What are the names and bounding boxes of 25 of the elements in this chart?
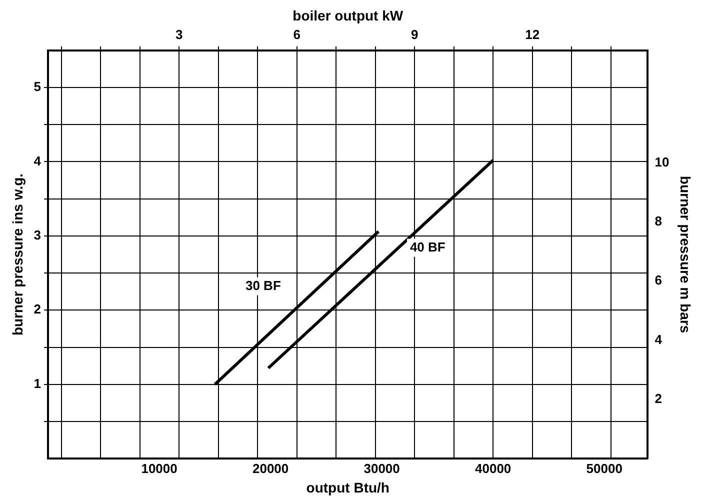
x-axis-title: output Btu/h [306, 479, 390, 496]
y2-tick-label: 6 [654, 272, 662, 288]
series-label: 40 BF [410, 239, 446, 254]
x-tick-label: 50000 [586, 460, 622, 476]
y-tick-label: 2 [34, 302, 42, 317]
x2-tick-label: 3 [176, 27, 183, 42]
y-tick-label: 3 [34, 228, 42, 243]
x-tick-label: 30000 [364, 460, 400, 476]
x2-tick-label: 12 [525, 27, 540, 42]
x2-tick-label: 6 [293, 27, 300, 42]
y-tick-label: 4 [34, 153, 42, 168]
y2-tick-label: 10 [654, 154, 670, 170]
y2-axis-title: burner pressure m bars [678, 176, 694, 334]
x-tick-label: 40000 [475, 460, 512, 476]
series-label: 30 BF [245, 278, 281, 293]
x-tick-label: 20000 [252, 460, 289, 476]
y-tick-label: 5 [34, 79, 42, 94]
y2-tick-label: 4 [654, 332, 663, 347]
y2-tick-label: 2 [654, 391, 662, 406]
x2-tick-label: 9 [410, 27, 418, 42]
y-axis-title: burner pressure ins w.g. [9, 173, 26, 336]
x2-axis-title: boiler output kW [292, 7, 404, 24]
y-tick-label: 1 [34, 376, 42, 391]
x-tick-label: 10000 [141, 460, 178, 476]
y2-tick-label: 8 [654, 214, 662, 229]
